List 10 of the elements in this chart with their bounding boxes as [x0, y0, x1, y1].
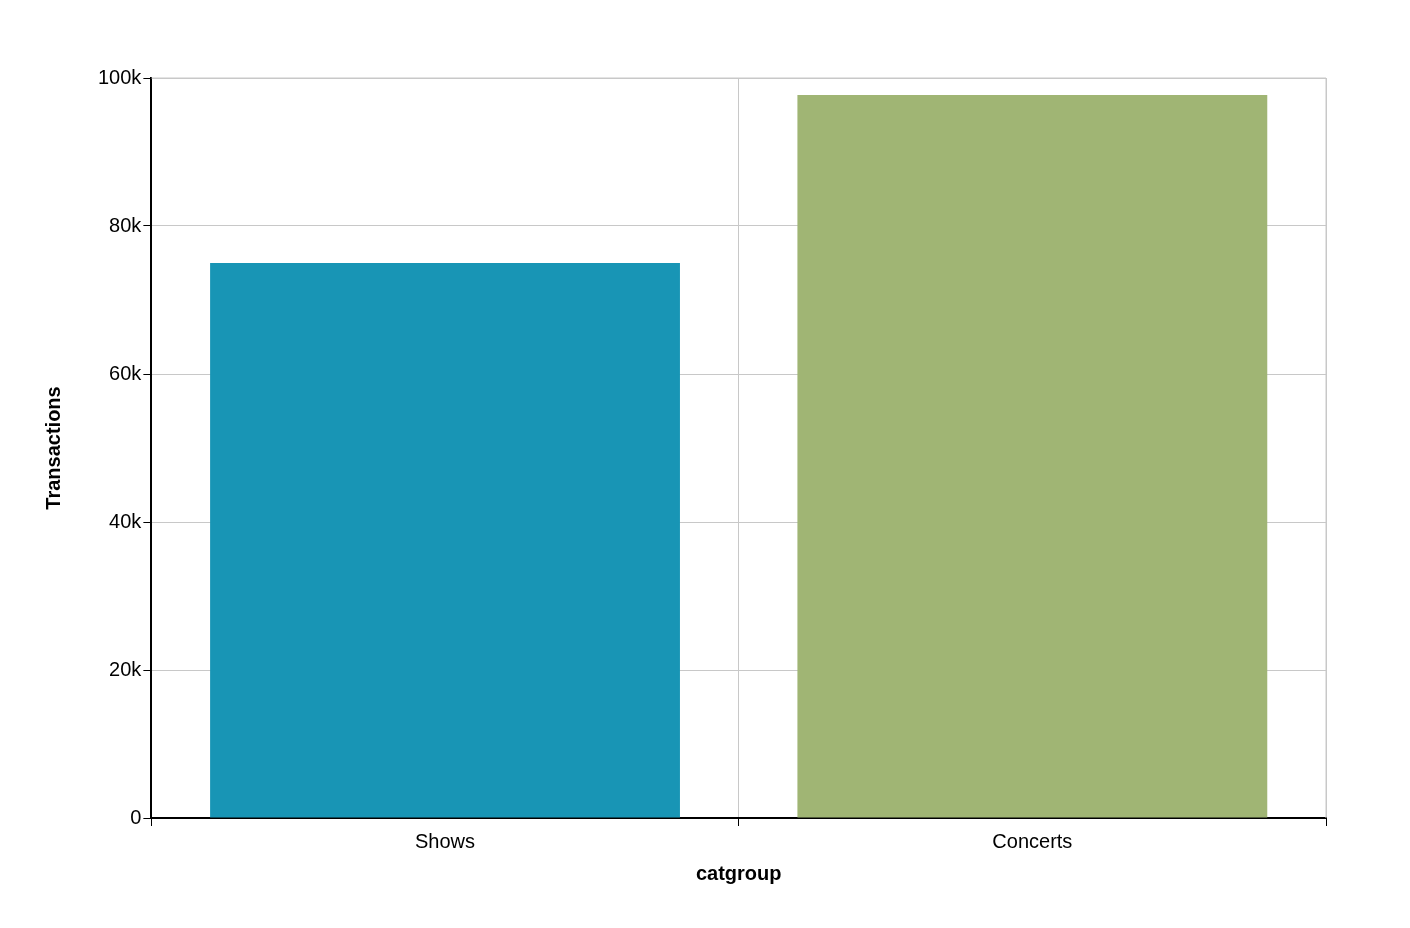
y-tick-label: 0 [130, 805, 142, 828]
x-tick-label: Concerts [992, 829, 1073, 852]
y-tick-label: 40k [109, 509, 143, 532]
y-tick-label: 60k [109, 361, 143, 384]
x-tick-label: Shows [415, 829, 476, 852]
y-tick-label: 100k [97, 65, 143, 88]
y-axis-title: Transactions [41, 386, 64, 510]
x-axis-title: catgroup [695, 861, 782, 884]
y-tick-label: 20k [109, 657, 143, 680]
y-tick-label: 80k [109, 213, 143, 236]
